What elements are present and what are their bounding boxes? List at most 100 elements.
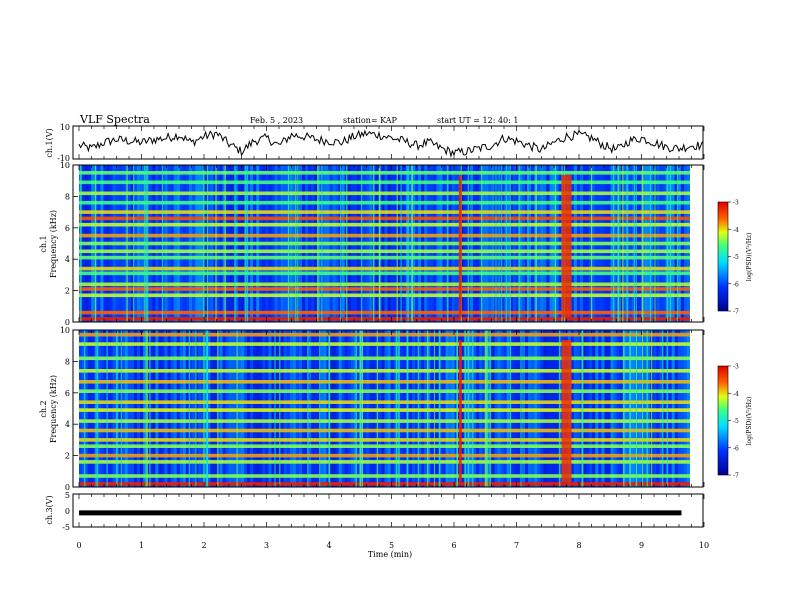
frequency-tick-label: 6 — [65, 389, 70, 398]
time-tick-label: 10 — [699, 541, 709, 550]
spectrogram-band — [79, 249, 690, 254]
spectrogram-streak — [417, 330, 419, 487]
spectrogram-streak — [355, 330, 357, 487]
time-tick-label: 2 — [201, 541, 206, 550]
spectrogram-streak — [361, 165, 363, 322]
spectrogram-streak — [505, 165, 507, 322]
spectrogram-streak — [438, 330, 440, 487]
spectrogram-streak — [481, 165, 483, 322]
spectrogram-streak — [509, 330, 512, 487]
spectrogram-streak — [317, 165, 319, 322]
spectrogram-streak — [80, 165, 82, 322]
spectrogram-streak — [116, 330, 118, 487]
spectrogram-event — [458, 340, 462, 482]
spectrogram-event — [561, 340, 572, 482]
spectrogram-streak — [361, 330, 363, 487]
spectrogram-streak — [161, 165, 164, 322]
spectrogram-streak — [319, 330, 321, 487]
spectrogram-streak — [622, 165, 624, 322]
spectrogram-band — [79, 460, 690, 464]
ch2-colorbar-ticks: -3 -4 -5 -6 -7 — [728, 364, 739, 480]
ch3-time-ticks — [78, 494, 705, 527]
spectrogram-streak — [411, 165, 413, 322]
spectrogram-streak — [395, 330, 397, 487]
spectrogram-streak — [144, 165, 146, 322]
spectrogram-event — [458, 175, 462, 317]
spectrogram-streak — [217, 330, 219, 487]
spectrogram-band — [79, 287, 690, 291]
spectrogram-streak — [206, 165, 209, 322]
spectrogram-streak — [654, 165, 656, 322]
spectrogram-streak — [433, 330, 436, 487]
spectrogram-band — [79, 438, 690, 442]
spectrogram-band — [79, 474, 690, 478]
time-tick-label: 8 — [576, 541, 581, 550]
time-tick-label: 4 — [326, 541, 331, 550]
time-tick-label: 7 — [514, 541, 519, 550]
ch1-frequency-ticks: 0 2 4 6 8 10 — [60, 161, 78, 327]
ch1-ytick-bottom: -10 — [57, 154, 70, 163]
ch2-spectrogram-time-ticks — [78, 330, 705, 487]
colorbar-tick-label: -7 — [733, 473, 739, 480]
spectrogram-streak — [554, 165, 557, 322]
spectrogram-streak — [641, 165, 643, 322]
ch1-time-ticks — [78, 126, 705, 159]
spectrogram-streak — [215, 165, 217, 322]
spectrogram-band — [79, 271, 690, 276]
spectrogram-band — [79, 200, 690, 205]
time-tick-label: 6 — [451, 541, 456, 550]
spectrogram-streak — [146, 165, 148, 322]
spectrogram-band — [79, 266, 690, 271]
ch1-waveform-panel: 10 -10 ch.1(V) — [45, 123, 705, 163]
spectrogram-streak — [613, 165, 615, 322]
spectrogram-streak — [646, 330, 648, 487]
spectrogram-streak — [619, 165, 621, 322]
ch1-colorbar: -3 -4 -5 -6 -7 log(PSD)(V²/Hz) — [717, 200, 753, 316]
spectrogram-streak — [376, 330, 378, 487]
spectrogram-event — [561, 175, 572, 317]
spectrogram-streak — [649, 165, 652, 322]
ch1-waveform-line — [78, 129, 703, 159]
spectrogram-streak — [295, 165, 297, 322]
spectrogram-streak — [145, 330, 147, 487]
ch2-colorbar-label: log(PSD)(V²/Hz) — [746, 397, 753, 446]
ch3-ytick-mid: 0 — [65, 507, 70, 516]
spectrogram-band — [79, 255, 690, 260]
spectrogram-streak — [509, 165, 511, 322]
spectrogram-band — [79, 389, 690, 393]
spectrogram-band — [79, 210, 690, 214]
spectrogram-band — [79, 453, 690, 458]
ch2-frequency-ticks: 0 2 4 6 8 10 — [60, 326, 78, 492]
time-axis-tick-labels: 0 1 2 3 4 5 6 7 8 9 10 — [76, 541, 709, 550]
spectrogram-streak — [224, 165, 226, 322]
spectrogram-streak — [274, 330, 276, 487]
spectrogram-band — [79, 282, 690, 287]
spectrogram-band — [79, 419, 690, 423]
time-tick-label: 9 — [639, 541, 644, 550]
start-time-label: start UT = 12: 40: 1 — [437, 116, 518, 125]
spectrogram-band — [79, 380, 690, 384]
ch2-channel-label: ch.2 — [39, 400, 48, 417]
spectrogram-streak — [501, 165, 503, 322]
frequency-tick-label: 2 — [65, 452, 70, 461]
spectrogram-streak — [400, 165, 402, 322]
spectrogram-streak — [287, 165, 290, 322]
frequency-tick-label: 6 — [65, 224, 70, 233]
colorbar-tick-label: -5 — [733, 254, 739, 261]
ch3-waveform-panel: 5 0 -5 ch.3(V) — [45, 491, 705, 532]
spectrogram-streak — [464, 330, 466, 487]
time-tick-label: 3 — [264, 541, 269, 550]
spectrogram-streak — [447, 165, 449, 322]
spectrogram-streak — [234, 165, 236, 322]
spectrogram-streak — [487, 330, 489, 487]
spectrogram-streak — [329, 330, 331, 487]
spectrogram-streak — [633, 165, 636, 322]
spectrogram-streak — [188, 330, 190, 487]
spectrogram-streak — [642, 165, 644, 322]
spectrogram-streak — [456, 330, 458, 487]
colorbar-tick-label: -4 — [733, 227, 739, 234]
colorbar-tick-label: -4 — [733, 391, 739, 398]
spectrogram-streak — [666, 330, 668, 487]
spectrogram-band — [79, 317, 690, 321]
